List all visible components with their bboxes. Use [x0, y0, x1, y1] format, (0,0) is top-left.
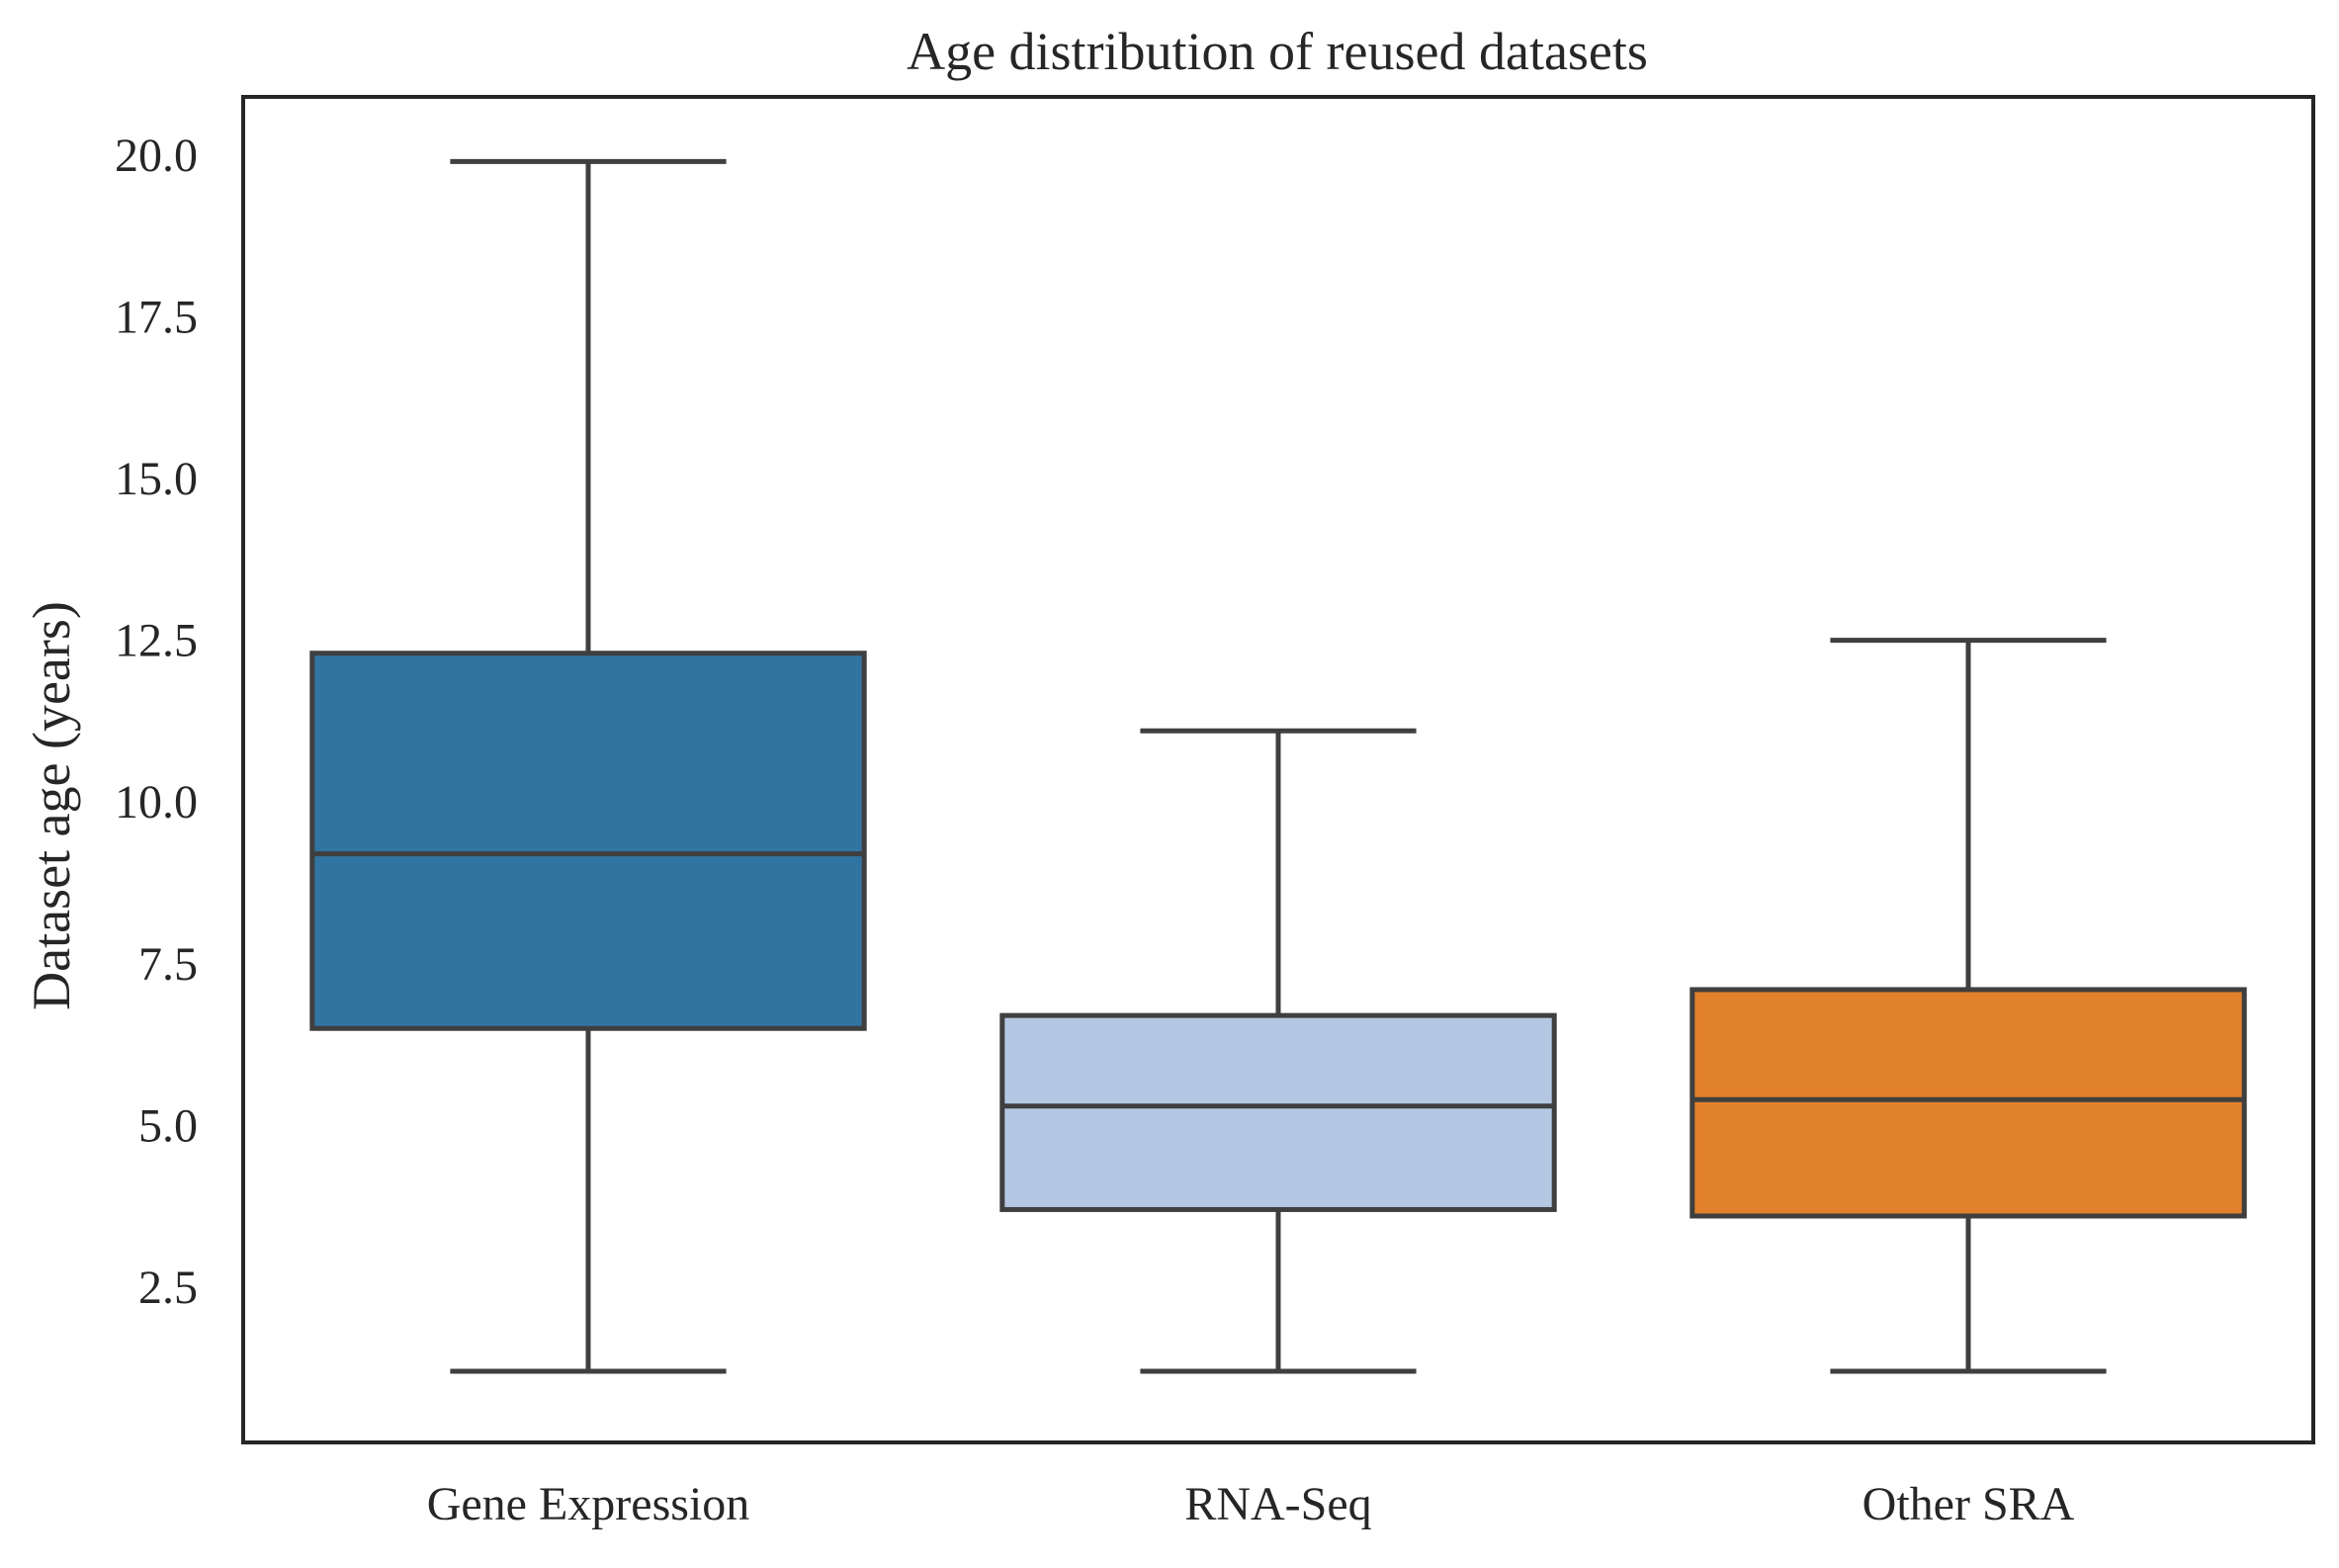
box-other-sra [1689, 987, 2247, 1219]
y-tick-label: 7.5 [138, 938, 198, 991]
x-tick-label-other-sra: Other SRA [1863, 1478, 2075, 1530]
plot-frame [241, 95, 2315, 1444]
box-rna-seq [999, 1012, 1557, 1212]
y-tick-label: 2.5 [138, 1262, 198, 1314]
y-axis-label: Dataset age (years) [22, 601, 81, 1010]
chart-title: Age distribution of reused datasets [907, 22, 1648, 81]
y-tick-label: 15.0 [115, 453, 198, 505]
box-gene-expression [309, 651, 867, 1031]
y-tick-label: 12.5 [115, 615, 198, 667]
x-tick-label-rna-seq: RNA-Seq [1184, 1478, 1371, 1530]
y-tick-label: 20.0 [115, 130, 198, 182]
y-tick-label: 17.5 [115, 291, 198, 343]
y-tick-label: 5.0 [138, 1099, 198, 1152]
x-tick-label-gene-expression: Gene Expression [427, 1478, 750, 1530]
y-tick-label: 10.0 [115, 776, 198, 828]
plot-area: Gene Expression RNA-Seq Other SRA 2.5 5.0 7.5… [115, 95, 2315, 1530]
